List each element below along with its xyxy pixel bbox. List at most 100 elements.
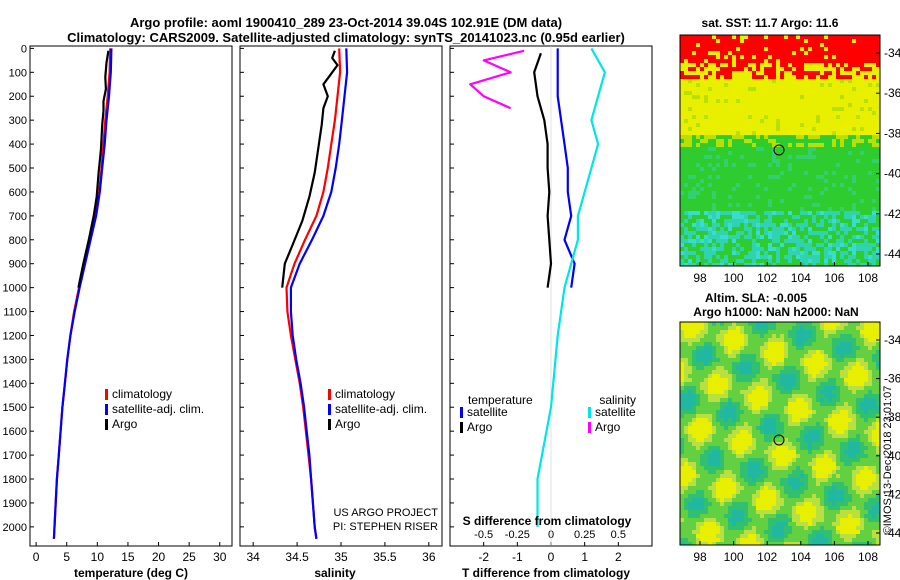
- heatmap-cell: [756, 418, 760, 422]
- heatmap-cell: [832, 442, 836, 446]
- heatmap-cell: [776, 239, 780, 243]
- heatmap-cell: [824, 338, 828, 342]
- heatmap-cell: [684, 458, 688, 462]
- heatmap-cell: [796, 131, 800, 135]
- heatmap-cell: [700, 434, 704, 438]
- series-line-satellite-adj-clim-: [289, 48, 349, 539]
- heatmap-cell: [700, 410, 704, 414]
- heatmap-cell: [836, 263, 840, 266]
- heatmap-cell: [772, 211, 776, 215]
- heatmap-cell: [780, 143, 784, 147]
- heatmap-cell: [848, 131, 852, 135]
- heatmap-cell: [736, 127, 740, 131]
- heatmap-cell: [860, 175, 864, 179]
- heatmap-cell: [740, 462, 744, 466]
- heatmap-cell: [836, 438, 840, 442]
- heatmap-cell: [680, 107, 684, 111]
- heatmap-cell: [732, 159, 736, 163]
- heatmap-cell: [808, 414, 812, 418]
- heatmap-cell: [772, 418, 776, 422]
- heatmap-cell: [756, 211, 760, 215]
- heatmap-cell: [804, 398, 808, 402]
- heatmap-cell: [720, 199, 724, 203]
- heatmap-cell: [736, 115, 740, 119]
- heatmap-cell: [860, 223, 864, 227]
- heatmap-cell: [748, 107, 752, 111]
- heatmap-cell: [836, 410, 840, 414]
- heatmap-cell: [860, 247, 864, 251]
- heatmap-cell: [812, 95, 816, 99]
- heatmap-cell: [728, 75, 732, 79]
- heatmap-cell: [724, 207, 728, 211]
- heatmap-cell: [804, 203, 808, 207]
- heatmap-cell: [684, 382, 688, 386]
- heatmap-cell: [720, 422, 724, 426]
- heatmap-cell: [796, 195, 800, 199]
- heatmap-cell: [796, 111, 800, 115]
- heatmap-cell: [848, 91, 852, 95]
- heatmap-cell: [732, 175, 736, 179]
- heatmap-cell: [692, 187, 696, 191]
- heatmap-cell: [712, 131, 716, 135]
- ytick-label-1700: 1700: [3, 450, 27, 462]
- heatmap-cell: [776, 151, 780, 155]
- heatmap-cell: [860, 47, 864, 51]
- heatmap-cell: [764, 386, 768, 390]
- heatmap-cell: [764, 235, 768, 239]
- heatmap-cell: [824, 63, 828, 67]
- heatmap-cell: [824, 378, 828, 382]
- heatmap-cell: [712, 402, 716, 406]
- heatmap-cell: [872, 227, 876, 231]
- heatmap-cell: [808, 450, 812, 454]
- heatmap-cell: [848, 171, 852, 175]
- heatmap-cell: [876, 410, 880, 414]
- heatmap-cell: [696, 131, 700, 135]
- heatmap-cell: [704, 362, 708, 366]
- heatmap-cell: [828, 207, 832, 211]
- heatmap-cell: [740, 127, 744, 131]
- heatmap-cell: [844, 390, 848, 394]
- heatmap-cell: [876, 171, 880, 175]
- heatmap-cell: [836, 446, 840, 450]
- heatmap-cell: [780, 151, 784, 155]
- heatmap-cell: [808, 434, 812, 438]
- heatmap-cell: [780, 43, 784, 47]
- heatmap-cell: [712, 466, 716, 470]
- heatmap-cell: [792, 171, 796, 175]
- heatmap-cell: [800, 426, 804, 430]
- heatmap-cell: [780, 183, 784, 187]
- heatmap-cell: [776, 167, 780, 171]
- heatmap-cell: [680, 342, 684, 346]
- heatmap-cell: [692, 342, 696, 346]
- heatmap-cell: [872, 458, 876, 462]
- heatmap-cell: [728, 143, 732, 147]
- heatmap-cell: [712, 87, 716, 91]
- heatmap-cell: [728, 243, 732, 247]
- heatmap-cell: [784, 334, 788, 338]
- heatmap-cell: [804, 83, 808, 87]
- heatmap-cell: [696, 79, 700, 83]
- heatmap-cell: [728, 115, 732, 119]
- heatmap-cell: [768, 91, 772, 95]
- heatmap-cell: [872, 139, 876, 143]
- heatmap-cell: [720, 251, 724, 255]
- heatmap-cell: [864, 107, 868, 111]
- heatmap-cell: [864, 442, 868, 446]
- heatmap-cell: [816, 71, 820, 75]
- heatmap-cell: [840, 119, 844, 123]
- heatmap-cell: [708, 47, 712, 51]
- heatmap-cell: [856, 247, 860, 251]
- heatmap-cell: [852, 414, 856, 418]
- heatmap-cell: [848, 223, 852, 227]
- heatmap-cell: [684, 211, 688, 215]
- heatmap-cell: [784, 151, 788, 155]
- heatmap-cell: [804, 322, 808, 326]
- sla-map-title: Altim. SLA: -0.005: [705, 291, 807, 305]
- heatmap-cell: [752, 354, 756, 358]
- heatmap-cell: [876, 247, 880, 251]
- heatmap-cell: [712, 259, 716, 263]
- heatmap-cell: [744, 406, 748, 410]
- legend-swatch-3: [588, 422, 591, 433]
- heatmap-cell: [788, 55, 792, 59]
